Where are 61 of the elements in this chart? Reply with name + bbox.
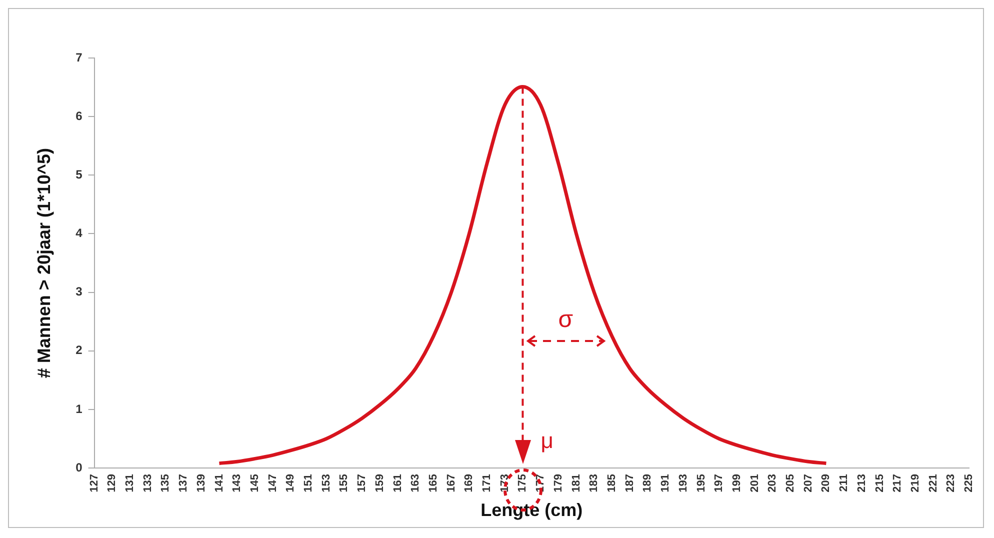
x-tick-label: 223 (945, 474, 958, 492)
y-tick-label: 0 (76, 460, 83, 474)
x-tick-label: 181 (570, 474, 582, 492)
x-tick-label: 135 (160, 474, 172, 492)
x-tick-label: 137 (178, 474, 190, 492)
x-tick-label: 183 (588, 474, 600, 492)
x-tick-label: 209 (820, 474, 832, 492)
x-tick-label: 219 (909, 474, 922, 492)
x-tick-label: 147 (266, 474, 279, 492)
x-tick-label: 155 (338, 474, 350, 492)
x-tick-label: 175 (516, 474, 529, 492)
y-tick-label: 2 (76, 343, 83, 358)
y-tick-label: 7 (76, 50, 83, 64)
ref-line-label: μ (540, 428, 554, 454)
x-tick-label: 171 (481, 474, 494, 492)
x-tick-label: 133 (142, 474, 154, 492)
y-axis-title: # Mannen > 20jaar (1*10^5) (34, 148, 54, 378)
x-tick-label: 197 (713, 474, 726, 492)
annotation: σ (558, 306, 574, 334)
x-tick-label: 211 (838, 474, 850, 492)
x-tick-label: 153 (320, 474, 332, 492)
y-tick-label: 1 (76, 402, 83, 416)
x-tick-label: 203 (766, 474, 779, 492)
x-tick-label: 141 (213, 474, 226, 492)
x-tick-label: 195 (695, 474, 708, 492)
x-tick-label: 163 (410, 474, 422, 492)
x-tick-label: 179 (552, 474, 564, 492)
x-tick-label: 193 (677, 474, 690, 492)
x-tick-label: 139 (195, 474, 208, 492)
x-tick-label: 161 (392, 474, 404, 492)
x-tick-label: 165 (427, 474, 440, 492)
x-tick-label: 213 (856, 474, 868, 492)
x-tick-label: 169 (463, 474, 476, 492)
y-tick-label: 5 (76, 167, 83, 182)
x-tick-label: 187 (624, 474, 636, 492)
x-axis-title: Lengte (cm) (480, 500, 583, 520)
y-tick-label: 4 (76, 226, 83, 240)
x-tick-label: 201 (748, 474, 761, 492)
line-series (217, 84, 828, 466)
x-tick-label: 217 (892, 474, 904, 492)
x-tick-label: 191 (660, 474, 672, 492)
x-tick-label: 129 (106, 474, 118, 492)
x-tick-label: 149 (284, 474, 297, 492)
x-tick-label: 131 (124, 474, 136, 492)
x-tick-label: 143 (231, 474, 244, 492)
x-tick-label: 205 (784, 474, 797, 492)
x-tick-label: 127 (88, 474, 100, 492)
x-tick-label: 199 (730, 474, 743, 492)
x-tick-label: 225 (963, 474, 976, 492)
x-tick-label: 151 (302, 474, 315, 492)
x-tick-label: 207 (802, 474, 814, 492)
x-tick-label: 167 (445, 474, 458, 492)
x-tick-label: 189 (642, 474, 654, 492)
y-tick-label: 6 (76, 108, 83, 123)
y-tick-label: 3 (76, 284, 83, 299)
x-tick-label: 157 (356, 474, 368, 492)
x-tick-label: 159 (374, 474, 386, 492)
x-tick-label: 145 (248, 474, 261, 492)
x-tick-label: 215 (874, 474, 886, 492)
x-tick-label: 221 (927, 474, 940, 492)
x-tick-label: 185 (606, 474, 618, 492)
